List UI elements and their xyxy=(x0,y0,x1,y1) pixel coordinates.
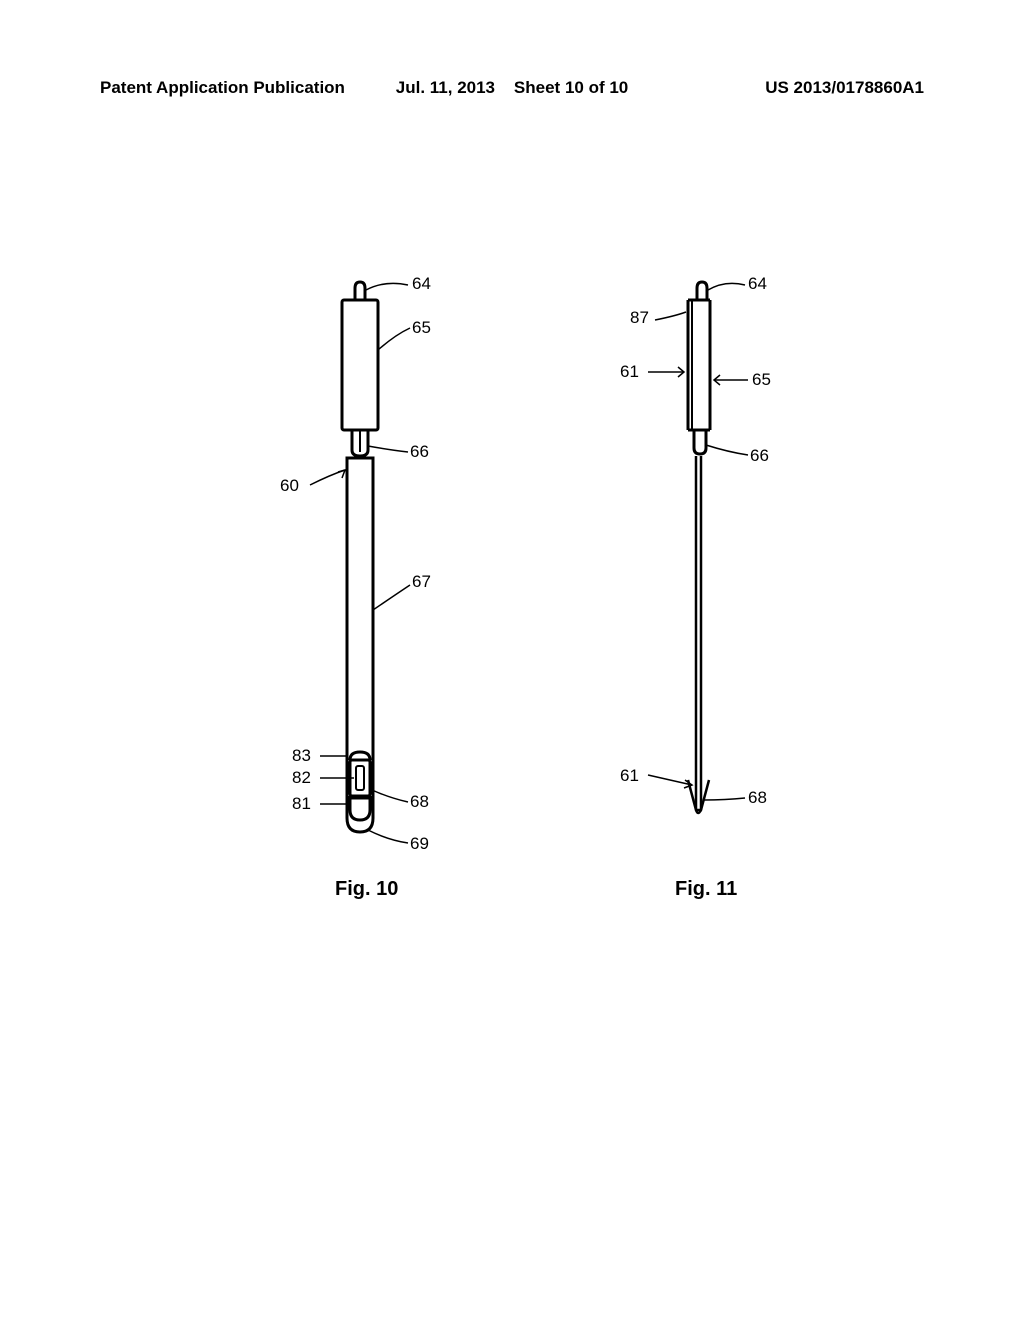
ref-64: 64 xyxy=(412,274,431,294)
ref-60: 60 xyxy=(280,476,299,496)
ref-65: 65 xyxy=(412,318,431,338)
publication-type: Patent Application Publication xyxy=(100,78,375,98)
fig10-label: Fig. 10 xyxy=(335,878,398,901)
ref-65-b: 65 xyxy=(752,370,771,390)
fig11-label: Fig. 11 xyxy=(675,878,737,901)
page-header: Patent Application Publication Jul. 11, … xyxy=(100,78,924,98)
ref-81: 81 xyxy=(292,794,311,814)
ref-87: 87 xyxy=(630,308,649,328)
ref-61a: 61 xyxy=(620,362,639,382)
ref-61b: 61 xyxy=(620,766,639,786)
ref-69: 69 xyxy=(410,834,429,854)
ref-64-b: 64 xyxy=(748,274,767,294)
ref-66: 66 xyxy=(410,442,429,462)
figure-11: 64 87 61 65 66 61 68 Fig. 11 xyxy=(580,280,800,900)
publication-number: US 2013/0178860A1 xyxy=(649,78,924,98)
ref-68-b: 68 xyxy=(748,788,767,808)
ref-82: 82 xyxy=(292,768,311,788)
ref-66-b: 66 xyxy=(750,446,769,466)
figures-container: 64 65 66 60 67 83 82 81 68 69 Fig. 10 xyxy=(0,280,1024,1080)
ref-67: 67 xyxy=(412,572,431,592)
ref-83: 83 xyxy=(292,746,311,766)
sheet-info: Jul. 11, 2013 Sheet 10 of 10 xyxy=(375,78,650,98)
figure-10: 64 65 66 60 67 83 82 81 68 69 Fig. 10 xyxy=(260,280,460,900)
ref-68: 68 xyxy=(410,792,429,812)
